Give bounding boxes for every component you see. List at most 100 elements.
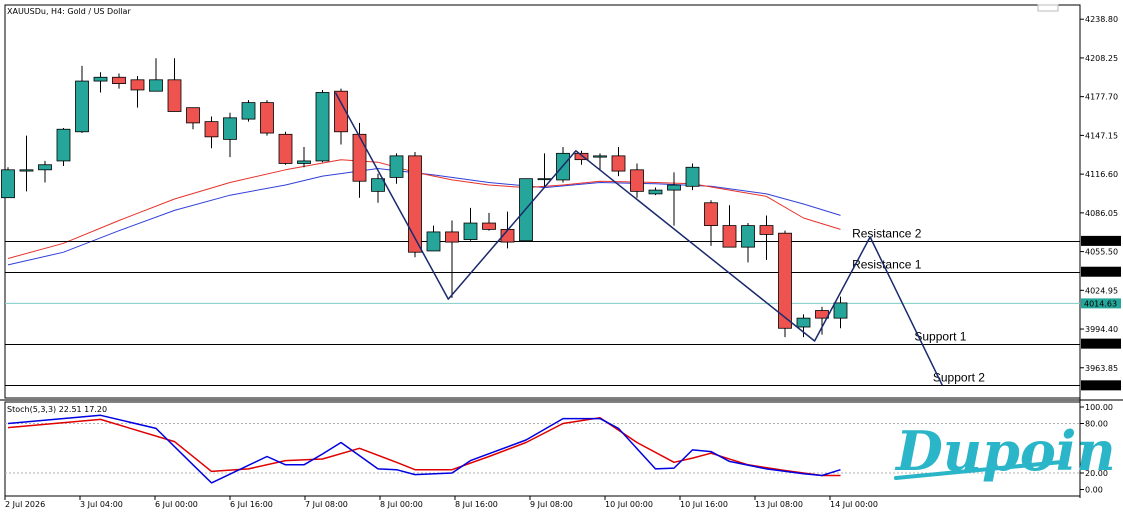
zigzag-pattern-line (334, 92, 943, 386)
time-axis: 2 Jul 2026 3 Jul 04:00 6 Jul 00:00 6 Jul 16… (4, 496, 878, 509)
price-tick-label: 4147.15 (1085, 131, 1118, 140)
candle-body (186, 107, 200, 124)
time-tick-label: 10 Jul 00:00 (605, 500, 653, 509)
candle-body (241, 102, 256, 120)
price-tick-label: 4116.60 (1085, 170, 1118, 179)
time-tick-label: 10 Jul 16:00 (680, 500, 728, 509)
time-tick-label: 14 Jul 00:00 (830, 500, 878, 509)
candle-body (19, 169, 34, 172)
candle-bullish (389, 153, 404, 184)
candle-body (815, 310, 829, 319)
candle-bullish (75, 65, 89, 134)
time-tick-label: 9 Jul 08:00 (530, 500, 573, 509)
candle-bearish (204, 116, 219, 149)
candle-body (204, 121, 219, 138)
stoch-tick-label: 0.00 (1085, 486, 1103, 495)
candle-body (112, 76, 126, 85)
level-price-tag (1081, 235, 1121, 246)
candle-body (648, 189, 663, 195)
candle-bearish (334, 88, 348, 145)
candle-bearish (278, 131, 293, 165)
level-price-tag-label: 3982.88 (1084, 340, 1117, 349)
level-price-tag-label: 4063.93 (1084, 237, 1117, 246)
candle-body (574, 152, 589, 161)
candle-bullish (593, 153, 607, 170)
candle-body (833, 302, 848, 319)
candle-body (796, 317, 811, 328)
candle-body (223, 117, 237, 140)
candle-body (130, 79, 145, 91)
stoch-tick-label: 80.00 (1085, 420, 1108, 429)
candle-body (56, 128, 71, 162)
stochastic-lines (7, 414, 841, 484)
candle-body (667, 184, 681, 191)
candle-body (463, 222, 478, 240)
level-price-tag (1081, 266, 1121, 277)
time-tick-label: 13 Jul 08:00 (755, 500, 803, 509)
candle-bearish (500, 211, 515, 249)
time-tick-label: 3 Jul 04:00 (80, 500, 123, 509)
candle-bullish (426, 225, 441, 252)
candle-body (371, 178, 385, 192)
candle-bullish (648, 187, 663, 196)
candle-body (93, 76, 108, 82)
candle-bearish (630, 163, 644, 198)
level-price-tag (1081, 380, 1121, 391)
candle-body (426, 231, 441, 252)
candle-bullish (315, 89, 330, 163)
price-tick-label: 4024.95 (1085, 286, 1118, 295)
price-tick-label: 4055.50 (1085, 248, 1118, 257)
candle-bearish (112, 73, 126, 89)
candle-bullish (149, 58, 163, 92)
candle-body (167, 79, 182, 112)
candle-bullish (19, 135, 34, 192)
candle-body (778, 232, 792, 329)
candle-bearish (574, 150, 589, 165)
symbol-info: XAUUSDu, H4: Gold / US Dollar (7, 7, 131, 16)
dupoin-logo: Dupoin (894, 419, 1116, 483)
candle-body (389, 155, 404, 178)
time-tick-label: 7 Jul 08:00 (305, 500, 348, 509)
candle-bearish (759, 215, 774, 260)
level-price-tag-label: 4039.61 (1084, 268, 1117, 277)
candle-body (685, 166, 700, 187)
stoch-info: Stoch(5,3,3) 22.51 17.20 (7, 405, 107, 414)
candle-body (278, 133, 293, 164)
stochastic-panel: 100.00 80.00 20.00 0.00 (4, 401, 1113, 497)
candle-body (38, 164, 52, 171)
candle-bullish (297, 146, 311, 168)
candle-bullish (667, 172, 681, 226)
current-price-tag (1081, 298, 1121, 309)
candle-bullish (463, 207, 478, 241)
candle-bearish (167, 58, 182, 112)
candle-bearish (186, 107, 200, 130)
candle-body (704, 202, 718, 226)
candle-bullish (241, 100, 256, 122)
candle-bearish (408, 152, 422, 258)
candle-body (611, 155, 626, 172)
price-tick-label: 3963.85 (1085, 364, 1118, 373)
candle-bullish (223, 112, 237, 158)
candle-body (759, 225, 774, 235)
stoch-plot-border (4, 401, 1081, 497)
time-tick-label: 8 Jul 00:00 (380, 500, 423, 509)
dupoin-logo-swoosh (894, 460, 1064, 480)
time-tick-label: 2 Jul 2026 (5, 500, 45, 509)
stoch-tick-label: 100.00 (1085, 403, 1113, 412)
candle-bearish (130, 75, 145, 108)
level-label: Resistance 1 (852, 258, 922, 272)
level-price-tag-label: 3949.99 (1084, 381, 1117, 390)
candle-body (741, 225, 755, 248)
candle-body (630, 169, 644, 192)
candle-bullish (796, 314, 811, 338)
stoch-signal-path (7, 416, 841, 477)
ma-fast-line (7, 159, 841, 259)
one-click-trading-icon (1037, 4, 1059, 12)
candle-bearish (704, 200, 718, 246)
price-tick-label: 4086.05 (1085, 209, 1118, 218)
candle-bullish (833, 296, 848, 329)
price-tick-label: 4238.80 (1085, 15, 1118, 24)
candle-body (149, 79, 163, 92)
candle-bullish (741, 223, 755, 263)
